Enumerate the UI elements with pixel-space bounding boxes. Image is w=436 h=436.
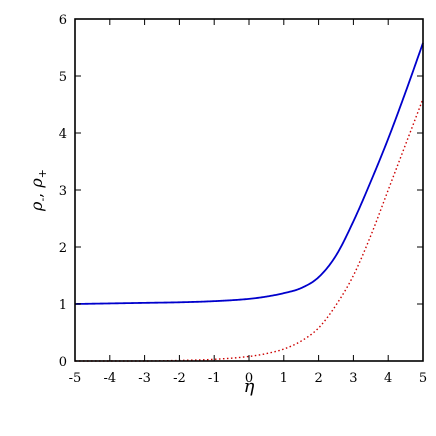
y-tick-label: 5 [59, 70, 67, 85]
x-tick-label: 3 [349, 371, 357, 386]
x-tick-label: 5 [419, 371, 427, 386]
x-tick-label: -3 [138, 371, 151, 386]
axis-ticks [74, 18, 424, 362]
y-tick-label: 3 [59, 184, 67, 199]
x-tick-label: 0 [245, 371, 253, 386]
x-tick-label: 4 [384, 371, 392, 386]
series-line-solid [74, 42, 424, 305]
y-axis-label: ρ-, ρ+ [27, 169, 49, 212]
y-tick-label: 2 [59, 241, 67, 256]
y-tick-label: 1 [59, 298, 67, 313]
y-tick-label: 0 [59, 355, 67, 370]
plot-frame [74, 18, 424, 362]
x-tick-label: 2 [314, 371, 322, 386]
x-tick-label: -4 [103, 371, 116, 386]
x-tick-label: -5 [69, 371, 82, 386]
x-tick-label: 1 [280, 371, 288, 386]
x-tick-label: -2 [173, 371, 186, 386]
x-tick-label: -1 [208, 371, 221, 386]
x-axis-label: η [244, 376, 255, 397]
y-tick-label: 4 [59, 127, 67, 142]
y-tick-label: 6 [59, 13, 67, 28]
tick-labels: -5 -4 -3 -2 -1 0 1 2 3 4 5 0 1 2 3 4 5 6 [59, 13, 427, 386]
plot-lines [74, 42, 424, 362]
series-line-dotted [75, 98, 424, 362]
